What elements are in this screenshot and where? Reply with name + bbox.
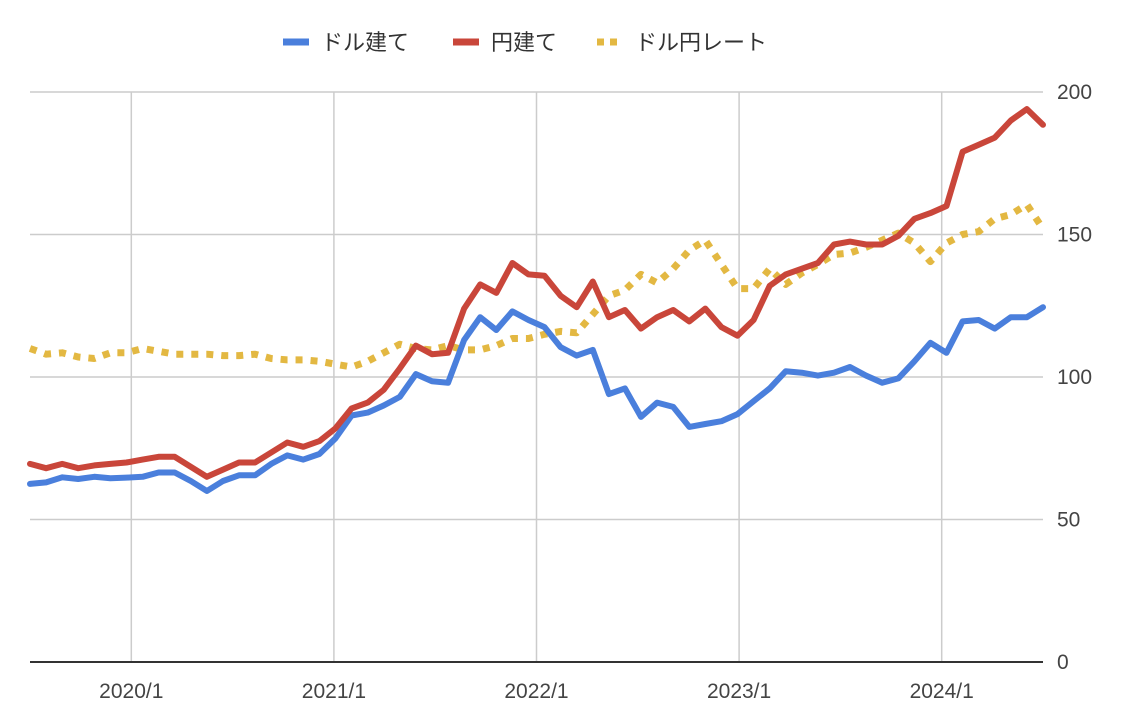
x-tick-label: 2022/1 <box>504 680 568 703</box>
x-tick-label: 2023/1 <box>707 680 771 703</box>
x-tick-label: 2024/1 <box>910 680 974 703</box>
series-line-2 <box>27 106 1046 480</box>
x-tick-label: 2020/1 <box>99 680 163 703</box>
legend-label: ドル建て <box>321 31 409 56</box>
legend-item-1: ドル建て <box>283 31 409 56</box>
y-tick-label: 150 <box>1057 224 1092 247</box>
y-tick-label: 0 <box>1057 651 1069 674</box>
x-tick-label: 2021/1 <box>302 680 366 703</box>
y-axis-ticks: 0 50 100 150 200 <box>1057 81 1092 674</box>
legend-item-2: 円建て <box>453 31 557 56</box>
x-axis-ticks: 2020/1 2021/1 2022/1 2023/1 2024/1 <box>99 680 974 703</box>
series-line-1 <box>27 304 1046 494</box>
legend-label: ドル円レート <box>635 31 767 56</box>
series-lines <box>27 106 1046 494</box>
x-gridlines <box>130 92 943 662</box>
legend-item-3: ドル円レート <box>597 31 767 56</box>
legend: ドル建て 円建て ドル円レート <box>283 31 767 56</box>
y-tick-label: 50 <box>1057 509 1080 532</box>
y-tick-label: 100 <box>1057 366 1092 389</box>
y-tick-label: 200 <box>1057 81 1092 104</box>
legend-label: 円建て <box>491 31 557 56</box>
